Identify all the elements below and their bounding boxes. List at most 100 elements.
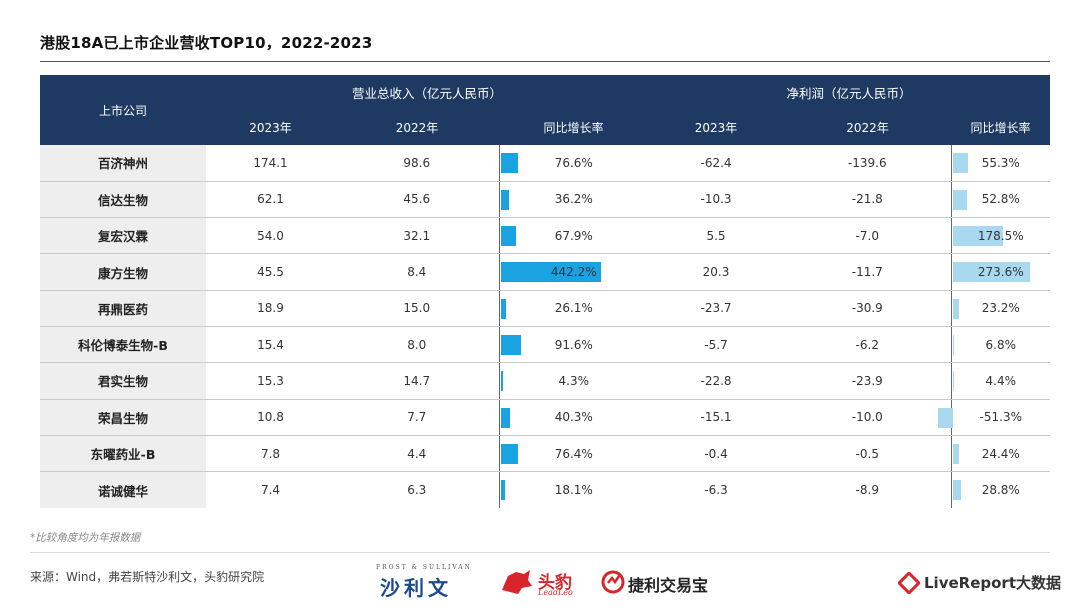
- revenue-yoy-label: 442.2%: [550, 265, 597, 280]
- revenue-yoy-label: 18.1%: [554, 483, 593, 498]
- table-row: 诺诚健华 7.4 6.3 18.1% -6.3 -8.9 28.8%: [40, 471, 1051, 508]
- profit-2022-cell: -10.0: [784, 399, 952, 436]
- revenue-yoy-label: 76.6%: [554, 155, 593, 170]
- profit-yoy-label: 55.3%: [981, 155, 1020, 170]
- table-row: 复宏汉霖 54.0 32.1 67.9% 5.5 -7.0 178.5%: [40, 217, 1051, 255]
- profit-2022-cell: -8.9: [855, 483, 879, 498]
- revenue-yoy-label: 26.1%: [554, 301, 593, 316]
- profit-yoy-bar: [952, 334, 955, 355]
- profit-yoy-cell: 28.8%: [950, 471, 1051, 508]
- table-row: 科伦博泰生物-B 15.4 8.0 91.6% -5.7 -6.2 6.8%: [40, 326, 1051, 364]
- revenue-yoy-bar: [500, 153, 518, 173]
- profit-yoy-bar: [938, 407, 953, 428]
- revenue-2023-cell: 45.5: [206, 253, 335, 291]
- revenue-yoy-bar: [500, 226, 516, 247]
- profit-2023-cell: -5.7: [648, 326, 785, 364]
- table-row: 君实生物 15.3 14.7 4.3% -22.8 -23.9 4.4%: [40, 362, 1051, 400]
- profit-yoy-label: 23.2%: [981, 301, 1020, 316]
- revenue-2022-cell: 45.6: [335, 181, 499, 219]
- revenue-yoy-cell: 4.3%: [498, 362, 649, 400]
- profit-2023-cell: -10.3: [648, 181, 785, 219]
- header-company: 上市公司: [40, 75, 206, 145]
- profit-yoy-cell: 24.4%: [950, 435, 1051, 473]
- header-rev-2022: 2022年: [335, 109, 499, 145]
- frost-sullivan-logo: FROST & SULLIVAN 沙利文: [372, 564, 482, 600]
- revenue-2022-cell: 15.0: [335, 290, 499, 327]
- revenue-yoy-cell: 26.1%: [498, 290, 649, 327]
- revenue-2022-cell: 6.3: [407, 483, 427, 498]
- profit-yoy-label: 28.8%: [981, 483, 1020, 498]
- revenue-yoy-cell: 36.2%: [498, 181, 649, 219]
- revenue-yoy-cell: 76.4%: [498, 435, 649, 473]
- revenue-yoy-cell: 40.3%: [498, 399, 649, 436]
- revenue-yoy-label: 40.3%: [554, 410, 593, 425]
- table-row: 再鼎医药 18.9 15.0 26.1% -23.7 -30.9 23.2%: [40, 290, 1051, 327]
- profit-yoy-label: 178.5%: [977, 228, 1024, 243]
- revenue-2022-cell: 7.7: [335, 399, 499, 436]
- revenue-yoy-cell: 76.6%: [498, 145, 649, 182]
- profit-yoy-label: 52.8%: [981, 192, 1020, 207]
- profit-2023-cell: -6.3: [704, 483, 728, 498]
- leopard-icon: [502, 570, 532, 594]
- source-note: 来源：Wind，弗若斯特沙利文，头豹研究院: [30, 570, 265, 584]
- jieli-icon: [601, 570, 625, 594]
- company-name: 再鼎医药: [40, 290, 206, 327]
- company-name: 科伦博泰生物-B: [40, 326, 206, 364]
- company-name: 复宏汉霖: [40, 217, 206, 255]
- profit-2022-cell: -0.5: [784, 435, 952, 473]
- title-divider: [40, 61, 1050, 62]
- revenue-2023-cell: 7.8: [206, 435, 335, 473]
- revenue-2023-cell: 15.3: [206, 362, 335, 400]
- profit-2022-cell: -21.8: [784, 181, 952, 219]
- profit-yoy-label: -51.3%: [979, 410, 1022, 425]
- revenue-2023-cell: 54.0: [206, 217, 335, 255]
- profit-yoy-label: 273.6%: [977, 265, 1024, 280]
- profit-2023-cell: -15.1: [648, 399, 785, 436]
- revenue-yoy-label: 4.3%: [558, 373, 590, 388]
- profit-yoy-bar: [952, 443, 960, 464]
- revenue-yoy-label: 36.2%: [554, 192, 593, 207]
- revenue-2022-cell: 8.4: [335, 253, 499, 291]
- revenue-2023-cell: 10.8: [206, 399, 335, 436]
- company-name: 信达生物: [40, 181, 206, 219]
- revenue-2022-cell: 8.0: [335, 326, 499, 364]
- table-row: 信达生物 62.1 45.6 36.2% -10.3 -21.8 52.8%: [40, 181, 1051, 219]
- table-row: 百济神州 174.1 98.6 76.6% -62.4 -139.6 55.3%: [40, 145, 1051, 182]
- revenue-yoy-cell: 67.9%: [498, 217, 649, 255]
- leadleo-logo-subtext: LeadLeo: [538, 588, 573, 597]
- revenue-yoy-bar: [500, 443, 518, 464]
- profit-yoy-bar: [952, 262, 1030, 283]
- company-name: 东曜药业-B: [40, 435, 206, 473]
- profit-yoy-label: 6.8%: [985, 337, 1017, 352]
- company-name: 诺诚健华: [40, 471, 206, 508]
- revenue-2023-cell: 15.4: [206, 326, 335, 364]
- profit-yoy-bar: [952, 298, 960, 319]
- company-name: 荣昌生物: [40, 399, 206, 436]
- header-profit-group: 净利润（亿元人民币）: [648, 75, 1051, 109]
- revenue-yoy-bar: [500, 298, 507, 319]
- header-np-2023: 2023年: [648, 109, 785, 145]
- profit-2023-cell: -22.8: [648, 362, 785, 400]
- frost-logo-text: 沙利文: [380, 576, 452, 600]
- profit-yoy-cell: -51.3%: [938, 399, 1051, 436]
- revenue-yoy-bar: [500, 407, 510, 428]
- jieli-logo-text: 捷利交易宝: [628, 576, 709, 595]
- profit-2022-cell: -6.2: [784, 326, 952, 364]
- company-name: 君实生物: [40, 362, 206, 400]
- header-rev-yoy: 同比增长率: [499, 109, 649, 145]
- livereport-logo-text: LiveReport大数据: [924, 574, 1061, 592]
- page-title: 港股18A已上市企业营收TOP10，2022-2023: [40, 34, 373, 52]
- profit-yoy-bar: [952, 153, 969, 173]
- company-name: 百济神州: [40, 145, 206, 182]
- profit-yoy-cell: 52.8%: [950, 181, 1051, 219]
- leadleo-logo-text: 头豹: [538, 573, 572, 593]
- profit-2022-cell: -11.7: [784, 253, 952, 291]
- company-name: 康方生物: [40, 253, 206, 291]
- revenue-yoy-cell: 442.2%: [498, 253, 649, 291]
- revenue-2023-cell: 174.1: [206, 145, 335, 182]
- revenue-2023-cell: 7.4: [260, 483, 281, 498]
- header-revenue-group: 营业总收入（亿元人民币）: [206, 75, 649, 109]
- profit-yoy-label: 4.4%: [985, 373, 1017, 388]
- profit-2022-cell: -139.6: [784, 145, 952, 182]
- profit-yoy-bar: [952, 371, 955, 392]
